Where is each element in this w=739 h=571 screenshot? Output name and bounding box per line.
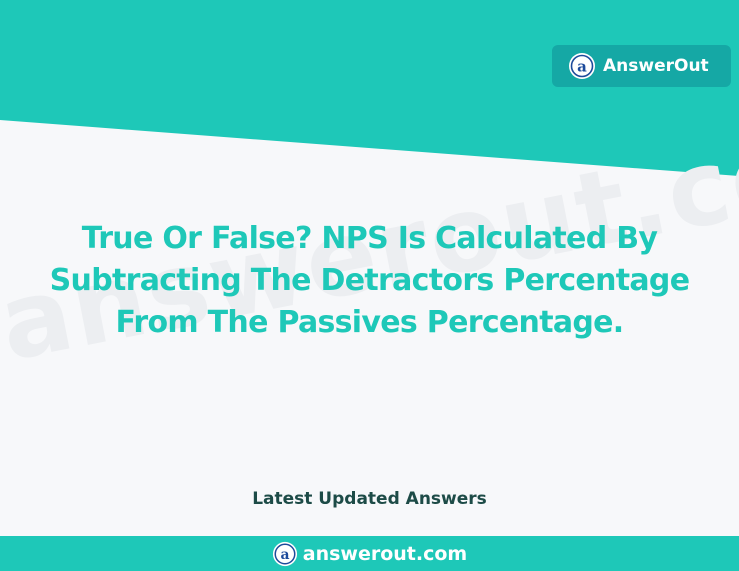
answerout-a-logo-icon: a [272, 541, 297, 566]
svg-text:a: a [280, 547, 289, 563]
brand-name: AnswerOut [603, 56, 709, 76]
section-label: Latest Updated Answers [252, 489, 487, 509]
question-line: From The Passives Percentage. [115, 305, 624, 340]
answerout-a-logo-icon: a [569, 53, 595, 79]
question-title: True Or False? NPS Is Calculated By Subt… [20, 218, 719, 344]
svg-text:a: a [577, 58, 587, 76]
brand-logo-badge[interactable]: a AnswerOut [552, 45, 731, 87]
question-line: True Or False? NPS Is Calculated By [81, 221, 658, 256]
question-line: Subtracting The Detractors Percentage [49, 263, 690, 298]
footer-site-link[interactable]: answerout.com [302, 542, 468, 565]
footer-bar[interactable]: a answerout.com [0, 536, 739, 571]
